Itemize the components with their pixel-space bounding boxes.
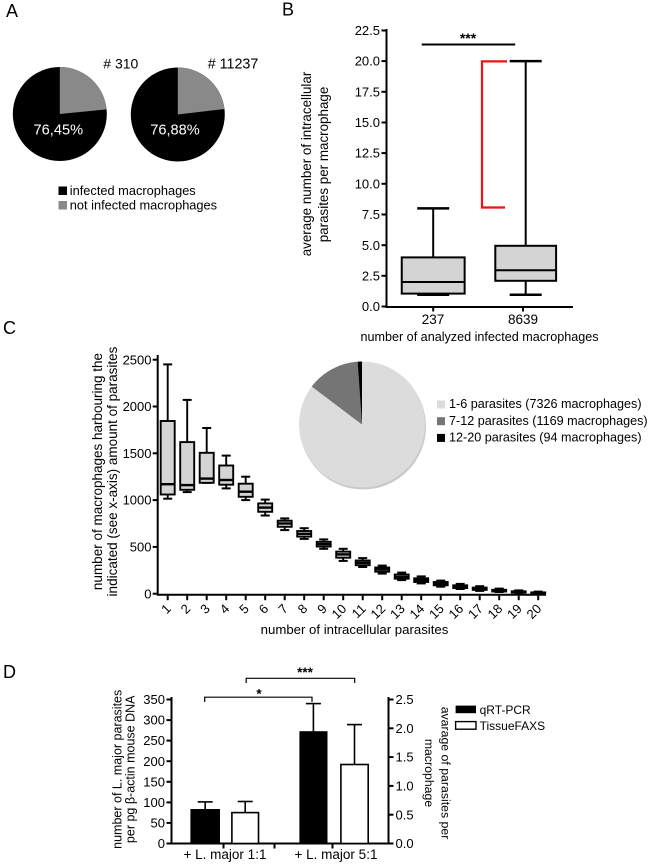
svg-text:0: 0: [158, 836, 165, 851]
svg-text:7.5: 7.5: [362, 207, 380, 222]
svg-text:number of macrophages harbouri: number of macrophages harbouring the: [90, 353, 105, 590]
svg-text:8639: 8639: [508, 312, 538, 327]
svg-text:indicated (see x-axis) amount: indicated (see x-axis) amount of parasit…: [105, 346, 120, 596]
svg-text:12.5: 12.5: [355, 146, 380, 161]
svg-text:15.0: 15.0: [355, 115, 380, 130]
svg-text:parasites per macrophage: parasites per macrophage: [316, 87, 331, 243]
svg-text:number of L. major parasites: number of L. major parasites: [110, 690, 124, 849]
svg-text:10.0: 10.0: [355, 176, 380, 191]
svg-text:20.0: 20.0: [355, 54, 380, 69]
svg-text:0.5: 0.5: [396, 807, 414, 822]
svg-text:C: C: [3, 318, 16, 338]
svg-text:1500: 1500: [123, 446, 152, 461]
svg-text:17.5: 17.5: [355, 84, 380, 99]
svg-text:not infected macrophages: not infected macrophages: [70, 198, 217, 213]
svg-text:2500: 2500: [123, 352, 152, 367]
svg-text:number of analyzed infected ma: number of analyzed infected macrophages: [360, 330, 598, 344]
svg-text:50: 50: [151, 816, 165, 831]
svg-text:***: ***: [297, 665, 314, 680]
svg-text:7-12 parasites (1169 macrophag: 7-12 parasites (1169 macrophages): [449, 414, 648, 428]
svg-text:# 11237: # 11237: [208, 57, 259, 73]
svg-text:average number of intracellula: average number of intracellular: [299, 71, 314, 256]
svg-text:qRT-PCR: qRT-PCR: [480, 703, 531, 717]
svg-text:250: 250: [143, 733, 165, 748]
svg-text:500: 500: [130, 540, 152, 555]
svg-text:0: 0: [144, 586, 151, 601]
svg-text:+ L. major 1:1: + L. major 1:1: [184, 847, 267, 862]
svg-text:1-6 parasites (7326 macrophage: 1-6 parasites (7326 macrophages): [449, 397, 642, 411]
svg-text:1.5: 1.5: [396, 750, 414, 765]
svg-text:*: *: [256, 687, 262, 702]
svg-text:2.0: 2.0: [396, 721, 414, 736]
svg-text:D: D: [3, 662, 16, 682]
svg-text:1000: 1000: [123, 493, 152, 508]
svg-text:76,45%: 76,45%: [34, 123, 84, 139]
svg-text:# 310: # 310: [103, 56, 138, 72]
svg-text:TissueFAXS: TissueFAXS: [480, 719, 546, 733]
svg-text:12-20 parasites (94 macrophage: 12-20 parasites (94 macrophages): [449, 431, 642, 445]
svg-text:76,88%: 76,88%: [150, 123, 200, 139]
svg-text:237: 237: [422, 312, 445, 327]
svg-text:+ L. major 5:1: + L. major 5:1: [295, 847, 378, 862]
svg-text:macrophage: macrophage: [422, 739, 436, 808]
svg-text:B: B: [282, 0, 294, 20]
svg-text:A: A: [6, 1, 18, 21]
svg-text:0.0: 0.0: [362, 299, 380, 314]
svg-text:1.0: 1.0: [396, 779, 414, 794]
svg-text:avarage of parasites per: avarage of parasites per: [439, 707, 453, 840]
svg-text:number of intracellular parasi: number of intracellular parasites: [261, 622, 449, 637]
svg-text:per pg β-actin mouse DNA: per pg β-actin mouse DNA: [124, 695, 138, 843]
svg-text:22.5: 22.5: [355, 23, 380, 38]
svg-text:infected macrophages: infected macrophages: [70, 183, 196, 198]
svg-text:150: 150: [143, 774, 165, 789]
svg-text:2.5: 2.5: [396, 692, 414, 707]
svg-text:100: 100: [143, 795, 165, 810]
svg-text:2.5: 2.5: [362, 268, 380, 283]
svg-text:2000: 2000: [123, 399, 152, 414]
svg-text:200: 200: [143, 754, 165, 769]
svg-text:300: 300: [143, 713, 165, 728]
svg-text:0.0: 0.0: [396, 836, 414, 851]
svg-text:350: 350: [143, 692, 165, 707]
svg-text:5.0: 5.0: [362, 238, 380, 253]
svg-text:***: ***: [460, 30, 477, 46]
